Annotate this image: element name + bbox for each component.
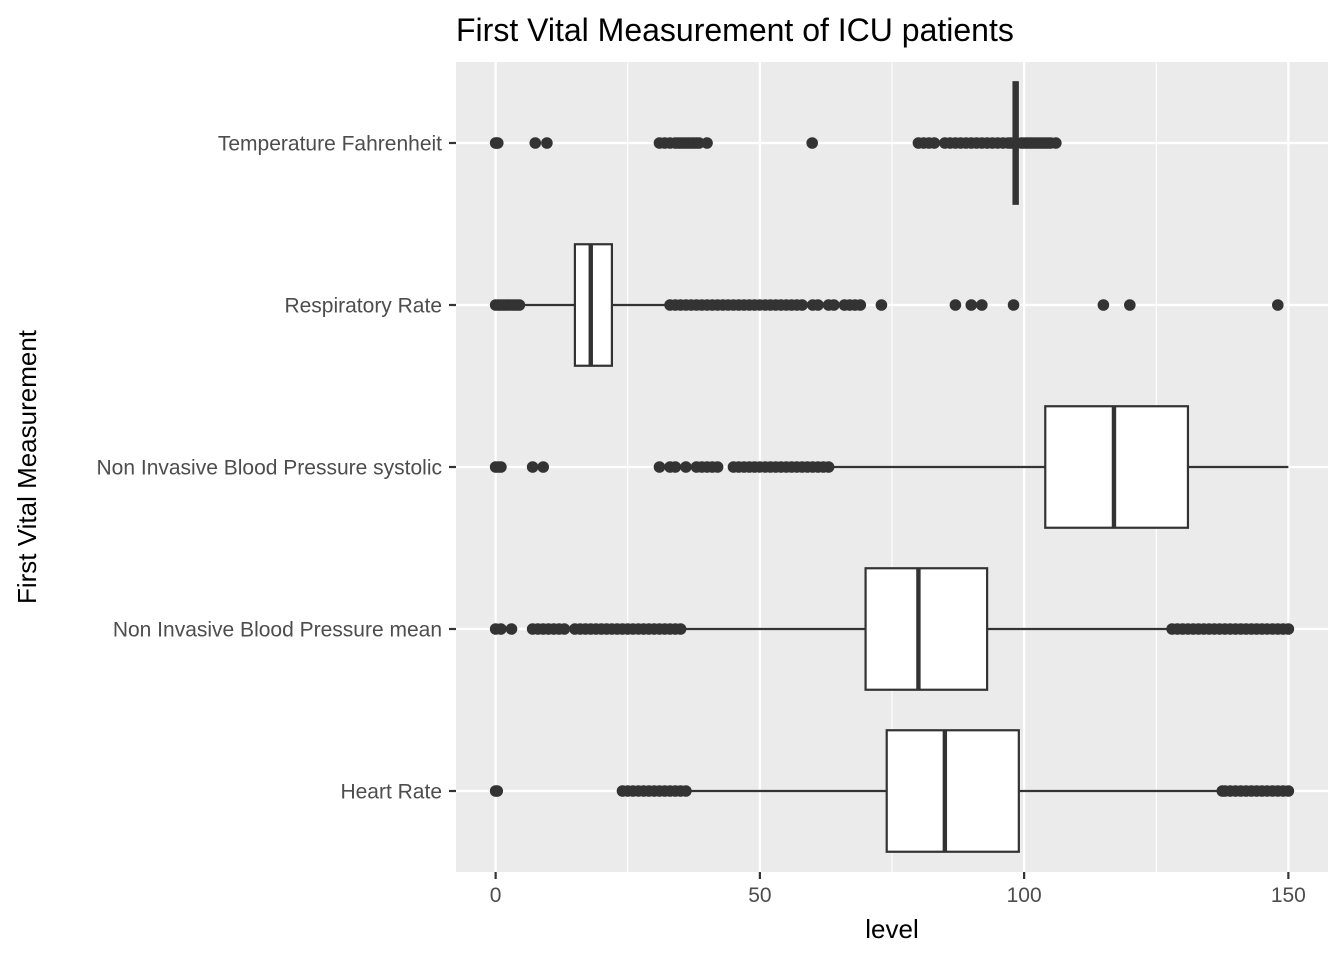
x-tick-label: 150 xyxy=(1271,884,1306,907)
outlier-point xyxy=(1124,299,1136,311)
outlier-point xyxy=(949,299,962,311)
box xyxy=(864,567,989,691)
outlier-point xyxy=(965,299,978,311)
y-axis: Temperature Fahrenheit Respiratory Rate No… xyxy=(97,133,456,804)
box-group xyxy=(489,243,1284,367)
outlier-point xyxy=(1097,299,1110,311)
outlier-point xyxy=(669,461,682,473)
chart-title: First Vital Measurement of ICU patients xyxy=(456,12,1014,48)
outlier-point xyxy=(526,461,539,473)
y-tick-label: Non Invasive Blood Pressure mean xyxy=(113,619,442,642)
box-group xyxy=(489,81,1062,205)
outlier-point xyxy=(701,137,713,149)
outlier-point xyxy=(541,137,553,149)
outlier-point xyxy=(812,299,824,311)
outlier-point xyxy=(928,137,941,149)
outlier-point xyxy=(976,299,988,311)
y-tick-label: Respiratory Rate xyxy=(284,295,442,318)
outlier-point xyxy=(1271,299,1284,311)
outlier-point xyxy=(529,137,542,149)
outlier-point xyxy=(680,785,692,797)
outlier-point xyxy=(513,299,526,311)
box-group xyxy=(489,567,1295,691)
outlier-point xyxy=(822,461,835,473)
outlier-point xyxy=(711,461,724,473)
outlier-point xyxy=(1005,137,1017,149)
outlier-point xyxy=(854,299,867,311)
x-axis-title: level xyxy=(865,914,918,944)
box-group xyxy=(489,405,1289,529)
outlier-point xyxy=(505,623,518,635)
y-tick-label: Non Invasive Blood Pressure systolic xyxy=(97,457,443,480)
y-axis-title: First Vital Measurement xyxy=(12,329,42,604)
outlier-point xyxy=(653,461,666,473)
outlier-point xyxy=(1050,137,1062,149)
x-tick-label: 50 xyxy=(748,884,771,907)
outlier-point xyxy=(796,299,808,311)
outlier-point xyxy=(495,623,507,635)
outlier-point xyxy=(693,137,705,149)
x-tick-label: 0 xyxy=(490,884,502,907)
outlier-point xyxy=(1282,785,1295,797)
box xyxy=(573,243,614,367)
outlier-point xyxy=(674,623,687,635)
outlier-point xyxy=(491,137,504,149)
y-tick-label: Heart Rate xyxy=(340,781,442,804)
box xyxy=(1044,405,1190,529)
outlier-point xyxy=(875,299,888,311)
y-tick-label: Temperature Fahrenheit xyxy=(218,133,442,156)
outlier-point xyxy=(680,461,692,473)
outlier-point xyxy=(1007,299,1020,311)
x-tick-label: 100 xyxy=(1007,884,1042,907)
box-group xyxy=(489,729,1295,853)
outlier-point xyxy=(495,461,507,473)
outlier-point xyxy=(491,785,504,797)
outlier-point xyxy=(558,623,571,635)
outlier-point xyxy=(828,299,840,311)
box xyxy=(885,729,1020,853)
x-axis: 0 50 100 150 xyxy=(490,872,1306,907)
outlier-point xyxy=(806,137,818,149)
outlier-point xyxy=(1282,623,1295,635)
outlier-point xyxy=(537,461,549,473)
box-layer xyxy=(489,81,1295,853)
